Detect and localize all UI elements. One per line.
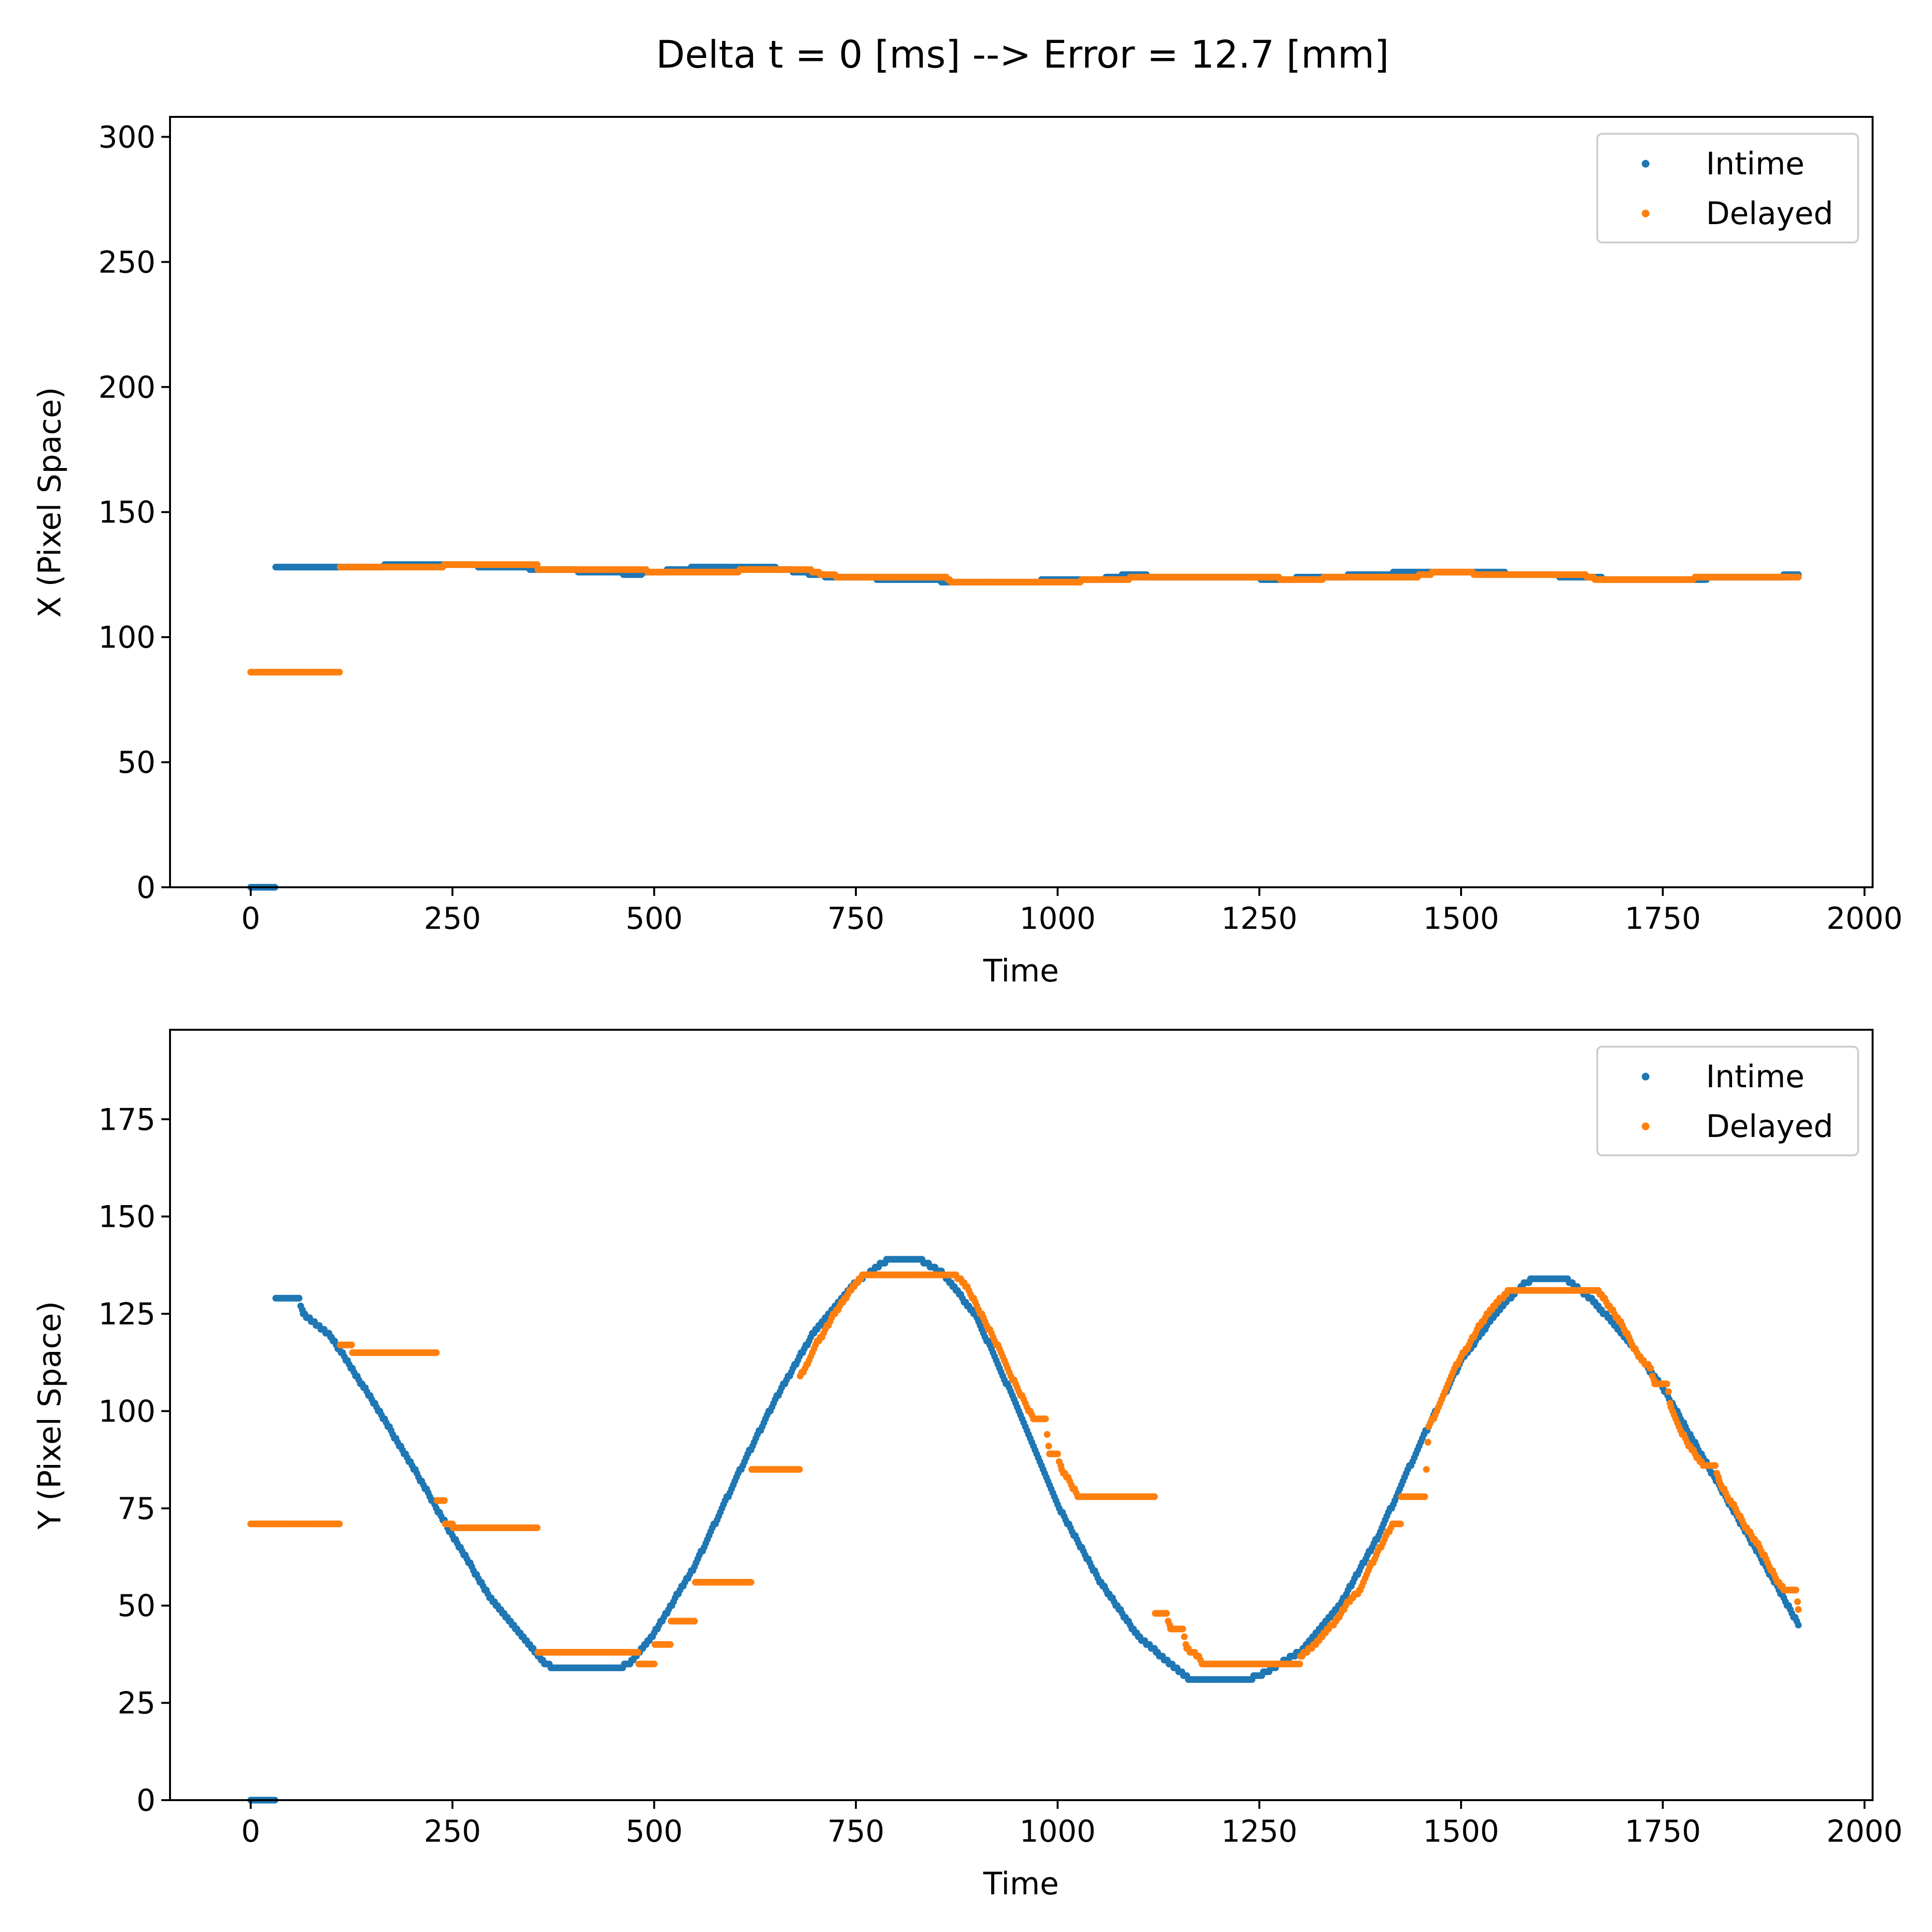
y-plot-delayed-point [1421, 1493, 1428, 1500]
x-plot-xtick-label: 750 [827, 901, 884, 936]
x-plot-ylabel: X (Pixel Space) [32, 387, 68, 618]
x-plot-xtick-label: 250 [424, 901, 481, 936]
y-plot-delayed-point [796, 1466, 803, 1473]
x-plot-xtick-label: 1750 [1625, 901, 1701, 936]
x-position-subplot: 0 250 500 750 1000 1250 1500 1750 2000 0 50 100 150 2… [32, 116, 1903, 989]
x-plot-ticks: 0 250 500 750 1000 1250 1500 1750 2000 0 50 100 150 2… [99, 119, 1903, 936]
x-plot-ytick-label: 300 [99, 119, 156, 155]
y-plot-ytick-label: 25 [117, 1686, 156, 1721]
y-plot-delayed-point [1423, 1466, 1430, 1473]
y-plot-legend-box [1596, 1046, 1859, 1156]
y-plot-delayed-point [1397, 1520, 1404, 1528]
x-plot-ytick-label: 250 [99, 244, 156, 280]
x-plot-ytick-label: 200 [99, 369, 156, 405]
x-plot-xlabel: Time [983, 953, 1059, 989]
y-plot-delayed-point [635, 1648, 641, 1656]
y-plot-ytick-label: 50 [117, 1588, 156, 1623]
x-plot-frame [169, 116, 1874, 888]
x-plot-legend-marker-intime [1642, 160, 1649, 168]
y-plot-frame [169, 1029, 1874, 1801]
y-plot-delayed-point [667, 1641, 674, 1648]
y-plot-intime-point [296, 1294, 303, 1302]
x-plot-delayed-point [1795, 573, 1802, 581]
y-plot-ytick-label: 125 [99, 1296, 156, 1332]
y-plot-xtick-label: 1750 [1625, 1814, 1701, 1849]
y-plot-delayed-point [1795, 1606, 1802, 1613]
y-plot-delayed-point [1665, 1388, 1672, 1395]
x-plot-series-delayed [247, 561, 1802, 676]
x-plot-legend-label-delayed: Delayed [1706, 196, 1833, 232]
y-plot-delayed-point [1663, 1380, 1670, 1388]
y-plot-delayed-point [348, 1341, 355, 1349]
y-plot-delayed-point [1424, 1438, 1432, 1446]
y-plot-xtick-label: 1500 [1423, 1814, 1499, 1849]
x-plot-ytick-label: 100 [99, 620, 156, 655]
y-plot-legend-label-intime: Intime [1706, 1059, 1804, 1095]
y-plot-ytick-label: 175 [99, 1102, 156, 1137]
y-plot-delayed-point [1054, 1450, 1061, 1458]
y-plot-delayed-point [1181, 1633, 1188, 1640]
x-plot-xtick-label: 2000 [1826, 901, 1903, 936]
y-plot-ytick-label: 150 [99, 1199, 156, 1235]
y-plot-ticks: 0 250 500 750 1000 1250 1500 1750 2000 0 25 50 75 100… [99, 1102, 1903, 1849]
y-plot-delayed-point [1045, 1442, 1052, 1449]
y-plot-delayed-point [1792, 1587, 1800, 1593]
y-plot-ytick-label: 100 [99, 1393, 156, 1429]
y-plot-xtick-label: 500 [625, 1814, 682, 1849]
y-plot-series-delayed [247, 1271, 1802, 1668]
y-plot-delayed-point [1163, 1610, 1170, 1617]
x-plot-ytick-label: 50 [117, 745, 156, 780]
y-plot-delayed-point [534, 1524, 541, 1532]
y-plot-ylabel: Y (Pixel Space) [32, 1301, 68, 1530]
figure-title: Delta t = 0 [ms] --> Error = 12.7 [mm] [656, 33, 1389, 77]
x-plot-xtick-label: 1250 [1221, 901, 1297, 936]
y-position-subplot: 0 250 500 750 1000 1250 1500 1750 2000 0 25 50 75 100… [32, 1029, 1903, 1902]
y-plot-ytick-label: 0 [137, 1783, 156, 1818]
y-plot-xtick-label: 1250 [1221, 1814, 1297, 1849]
y-plot-delayed-point [1179, 1625, 1186, 1633]
y-plot-delayed-point [1151, 1493, 1158, 1500]
x-plot-legend-marker-delayed [1642, 210, 1649, 217]
y-plot-delayed-point [747, 1578, 754, 1586]
y-plot-xtick-label: 0 [241, 1814, 260, 1849]
x-plot-xtick-label: 1500 [1423, 901, 1499, 936]
y-plot-legend-marker-delayed [1642, 1122, 1649, 1130]
y-plot-delayed-point [1712, 1462, 1719, 1469]
y-plot-delayed-point [1044, 1431, 1051, 1438]
y-plot-legend-marker-intime [1642, 1073, 1649, 1080]
y-plot-ytick-label: 75 [117, 1491, 156, 1526]
y-plot-points [247, 1256, 1802, 1804]
y-plot-delayed-point [441, 1497, 448, 1504]
x-plot-ytick-label: 0 [137, 870, 156, 905]
x-plot-legend: Intime Delayed [1596, 133, 1859, 243]
y-plot-delayed-point [1042, 1415, 1049, 1422]
y-plot-xtick-label: 750 [827, 1814, 884, 1849]
y-plot-delayed-point [336, 1520, 343, 1528]
x-plot-legend-label-intime: Intime [1706, 146, 1804, 182]
x-plot-legend-box [1596, 133, 1859, 243]
y-plot-xlabel: Time [983, 1866, 1059, 1902]
y-plot-delayed-point [1794, 1598, 1801, 1605]
y-plot-intime-point [1795, 1621, 1802, 1629]
y-plot-xtick-label: 1000 [1020, 1814, 1096, 1849]
y-plot-legend: Intime Delayed [1596, 1046, 1859, 1156]
y-plot-legend-label-delayed: Delayed [1706, 1109, 1833, 1145]
y-plot-xtick-label: 250 [424, 1814, 481, 1849]
y-plot-delayed-point [691, 1618, 698, 1625]
x-plot-xtick-label: 0 [241, 901, 260, 936]
y-plot-xtick-label: 2000 [1826, 1814, 1903, 1849]
y-plot-delayed-point [1296, 1661, 1303, 1668]
y-plot-delayed-point [1647, 1364, 1654, 1372]
y-plot-delayed-point [433, 1349, 440, 1356]
x-plot-delayed-point [336, 668, 343, 676]
x-plot-xtick-label: 500 [625, 901, 682, 936]
y-plot-delayed-point [651, 1661, 658, 1668]
x-plot-xtick-label: 1000 [1020, 901, 1096, 936]
x-plot-points [247, 561, 1802, 891]
x-plot-ytick-label: 150 [99, 495, 156, 530]
